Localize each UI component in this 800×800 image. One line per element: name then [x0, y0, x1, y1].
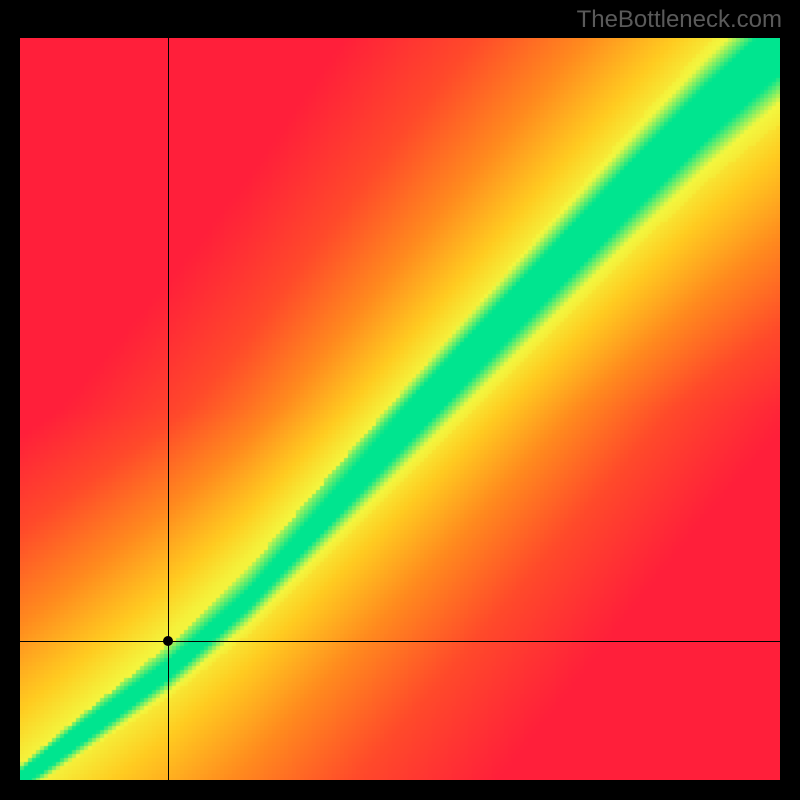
crosshair-vertical: [168, 38, 169, 780]
heatmap-canvas: [20, 38, 780, 780]
plot-area: [20, 38, 780, 780]
crosshair-horizontal: [20, 641, 780, 642]
crosshair-marker: [163, 636, 173, 646]
watermark-text: TheBottleneck.com: [577, 6, 782, 34]
chart-container: TheBottleneck.com: [0, 0, 800, 800]
